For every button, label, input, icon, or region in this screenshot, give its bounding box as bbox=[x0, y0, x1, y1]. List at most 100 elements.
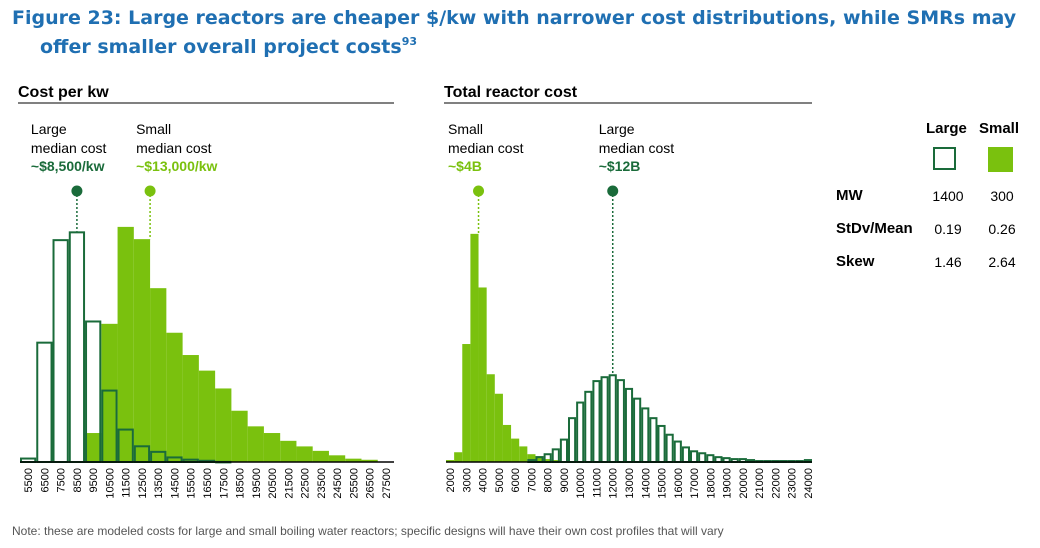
chart-0-tick-8500: 8500 bbox=[72, 468, 84, 492]
stats-row-label-skew: Skew bbox=[836, 253, 875, 270]
chart-0-annotation-1-value: ~$13,000/kw bbox=[136, 158, 217, 174]
chart-1-tick-4000: 4000 bbox=[478, 468, 490, 492]
chart-1-tick-19000: 19000 bbox=[722, 468, 734, 499]
chart-1-bar-small-4500 bbox=[486, 374, 495, 462]
chart-1-bar-large-10500 bbox=[584, 390, 593, 464]
chart-0-tick-24500: 24500 bbox=[332, 468, 344, 499]
chart-1-bar-large-12500 bbox=[616, 379, 625, 463]
chart-0-tick-23500: 23500 bbox=[316, 468, 328, 499]
chart-1-bar-large-18000 bbox=[706, 454, 715, 464]
chart-0-tick-6500: 6500 bbox=[39, 468, 51, 492]
chart-1-tick-5000: 5000 bbox=[494, 468, 506, 492]
chart-0-bar-small-20500 bbox=[263, 433, 281, 462]
chart-1-tick-9000: 9000 bbox=[559, 468, 571, 492]
chart-0-bar-large-7500 bbox=[52, 239, 69, 463]
chart-1-bar-small-5500 bbox=[502, 424, 512, 462]
chart-1-annotation-1-marker bbox=[607, 185, 619, 197]
stats-mw-large: 1400 bbox=[932, 188, 964, 204]
chart-0-annotation-1-line1: Small bbox=[136, 121, 171, 137]
chart-0-tick-5500: 5500 bbox=[23, 468, 35, 492]
chart-0-bar-small-18500 bbox=[231, 410, 248, 462]
chart-1-bar-small-2000 bbox=[446, 460, 455, 462]
chart-1-bar-large-17500 bbox=[698, 452, 707, 463]
chart-1-tick-3000: 3000 bbox=[461, 468, 473, 492]
chart-1-annotation-0-value: ~$4B bbox=[448, 158, 482, 174]
chart-0-bar-large-6500 bbox=[36, 341, 53, 463]
chart-0-tick-25500: 25500 bbox=[348, 468, 360, 499]
chart-1-bar-small-8000 bbox=[543, 459, 552, 462]
chart-1-bar-large-14500 bbox=[649, 417, 658, 463]
chart-1-tick-17000: 17000 bbox=[689, 468, 701, 499]
chart-1-tick-7000: 7000 bbox=[526, 468, 538, 492]
legend-swatch-small bbox=[988, 147, 1013, 172]
chart-0-annotation-1-line2: median cost bbox=[136, 140, 212, 156]
chart-1-annotation-1-line1: Large bbox=[599, 121, 635, 137]
chart-0-tick-17500: 17500 bbox=[218, 468, 230, 499]
stats-header-small: Small bbox=[979, 120, 1020, 137]
stats-skew-large: 1.46 bbox=[934, 254, 962, 270]
chart-0-bar-small-23500 bbox=[312, 450, 329, 462]
chart-0-bar-small-25500 bbox=[345, 458, 362, 462]
figure-title-footnote: 93 bbox=[401, 35, 418, 48]
chart-0-tick-16500: 16500 bbox=[202, 468, 214, 499]
stats-stdv-small: 0.26 bbox=[988, 221, 1016, 237]
chart-0-title: Cost per kw bbox=[18, 84, 109, 101]
chart-1-annotation-1-line2: median cost bbox=[599, 140, 675, 156]
chart-0-bar-small-13500 bbox=[150, 288, 167, 462]
chart-0-bar-small-12500 bbox=[133, 239, 151, 462]
chart-1-bar-large-15500 bbox=[665, 433, 674, 464]
chart-1-tick-14000: 14000 bbox=[640, 468, 652, 499]
chart-1-annotation-0-line2: median cost bbox=[448, 140, 524, 156]
chart-0-bar-small-21500 bbox=[280, 440, 297, 462]
chart-1-bar-large-14000 bbox=[641, 407, 650, 463]
chart-1-bar-small-6000 bbox=[511, 438, 520, 462]
chart-1-tick-18000: 18000 bbox=[705, 468, 717, 499]
chart-1-tick-15000: 15000 bbox=[657, 468, 669, 499]
stats-header-large: Large bbox=[926, 120, 967, 137]
chart-0-annotation-0-value: ~$8,500/kw bbox=[31, 158, 105, 174]
chart-1-tick-21000: 21000 bbox=[754, 468, 766, 499]
chart-0-tick-27500: 27500 bbox=[381, 468, 393, 499]
stats-skew-small: 2.64 bbox=[988, 254, 1016, 270]
chart-0-bar-small-24500 bbox=[328, 455, 346, 462]
chart-0-tick-12500: 12500 bbox=[137, 468, 149, 499]
chart-1-tick-16000: 16000 bbox=[673, 468, 685, 499]
chart-1-tick-22000: 22000 bbox=[770, 468, 782, 499]
chart-1-tick-24000: 24000 bbox=[803, 468, 815, 499]
chart-1-bar-small-7500 bbox=[535, 456, 544, 462]
chart-1-bar-large-16000 bbox=[673, 440, 682, 463]
stats-row-label-mw: MW bbox=[836, 187, 863, 204]
footnote: Note: these are modeled costs for large … bbox=[12, 524, 724, 538]
chart-0-annotation-0-line2: median cost bbox=[31, 140, 107, 156]
chart-1-tick-10000: 10000 bbox=[575, 468, 587, 499]
chart-1-tick-8000: 8000 bbox=[543, 468, 555, 492]
chart-0-tick-26500: 26500 bbox=[365, 468, 377, 499]
chart-1-bar-small-3000 bbox=[462, 344, 471, 462]
chart-1-bar-large-9000 bbox=[559, 438, 568, 464]
figure-title: Figure 23: Large reactors are cheaper $/… bbox=[12, 6, 1022, 59]
chart-1-tick-12000: 12000 bbox=[608, 468, 620, 499]
chart-0-bar-small-22500 bbox=[296, 446, 313, 462]
chart-1-bar-small-4000 bbox=[478, 287, 487, 462]
chart-0-annotation-0-line1: Large bbox=[31, 121, 67, 137]
chart-1-annotation-1-value: ~$12B bbox=[599, 158, 641, 174]
chart-0-bar-small-17500 bbox=[215, 388, 232, 462]
chart-0-bar-small-11500 bbox=[117, 226, 134, 462]
chart-0-bar-small-26500 bbox=[361, 459, 378, 462]
figure-title-line2: offer smaller overall project costs bbox=[40, 36, 402, 58]
stats-row-label-stdv: StDv/Mean bbox=[836, 220, 913, 237]
chart-0-bar-small-19500 bbox=[247, 426, 264, 462]
chart-1-bar-small-5000 bbox=[494, 393, 503, 462]
chart-0-tick-20500: 20500 bbox=[267, 468, 279, 499]
chart-1-bar-large-9500 bbox=[568, 417, 577, 463]
chart-0-bar-large-8500 bbox=[68, 231, 86, 463]
chart-1-bar-small-6500 bbox=[519, 446, 528, 462]
chart-0-tick-14500: 14500 bbox=[169, 468, 181, 499]
chart-1-annotation-0-line1: Small bbox=[448, 121, 483, 137]
chart-1-bar-large-11500 bbox=[600, 376, 609, 464]
chart-1-bar-large-13500 bbox=[633, 397, 642, 463]
chart-0-tick-9500: 9500 bbox=[88, 468, 100, 492]
figure-title-line1: Figure 23: Large reactors are cheaper $/… bbox=[12, 7, 1017, 29]
chart-0-bar-small-14500 bbox=[166, 332, 183, 462]
